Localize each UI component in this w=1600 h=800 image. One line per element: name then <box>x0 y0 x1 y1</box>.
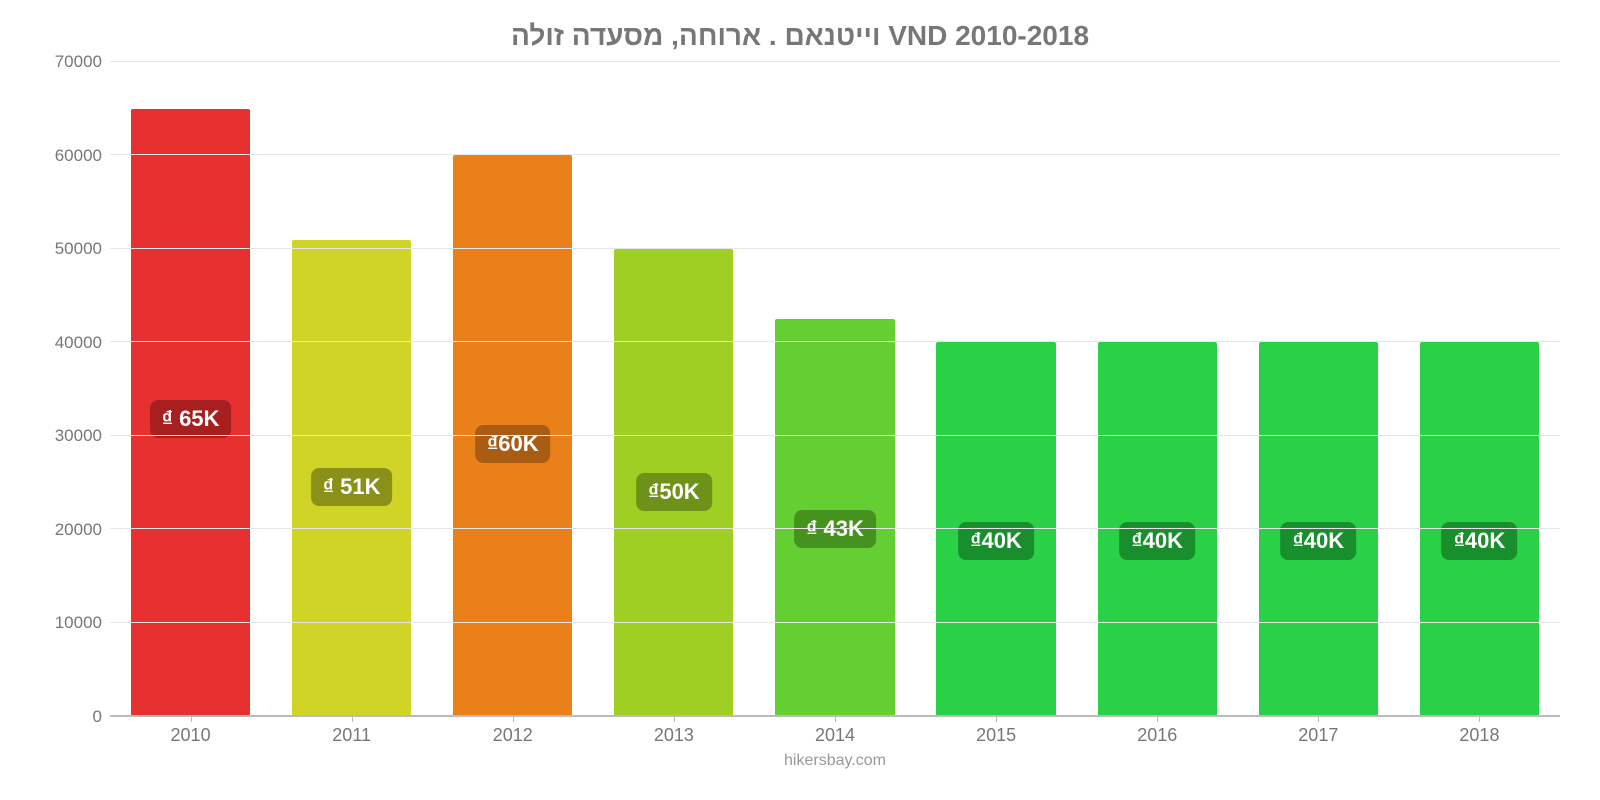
bar-slot: ₫40K <box>1077 62 1238 716</box>
bar-slot: ₫50K <box>593 62 754 716</box>
chart-title: וייטנאם . ארוחה, מסעדה זולה VND 2010-201… <box>40 20 1560 52</box>
y-tick-label: 30000 <box>55 426 102 446</box>
bar-slot: ₫40K <box>1238 62 1399 716</box>
x-tick-label: 2016 <box>1077 725 1238 746</box>
gridline <box>110 154 1560 155</box>
y-tick-label: 70000 <box>55 52 102 72</box>
y-tick-label: 10000 <box>55 613 102 633</box>
gridline <box>110 435 1560 436</box>
x-tick-label: 2011 <box>271 725 432 746</box>
bar-slot: ₫ 65K <box>110 62 271 716</box>
bar: ₫60K <box>453 155 572 716</box>
x-tick-label: 2012 <box>432 725 593 746</box>
y-tick-label: 20000 <box>55 520 102 540</box>
bar: ₫ 65K <box>131 109 250 716</box>
bars-container: ₫ 65K₫ 51K₫60K₫50K₫ 43K₫40K₫40K₫40K₫40K <box>110 62 1560 716</box>
bar-value-label: ₫50K <box>636 473 712 511</box>
y-tick-label: 60000 <box>55 146 102 166</box>
y-tick-label: 40000 <box>55 333 102 353</box>
y-axis: 010000200003000040000500006000070000 <box>40 62 110 717</box>
x-tick-mark <box>674 716 675 722</box>
x-tick-label: 2015 <box>916 725 1077 746</box>
bar: ₫ 51K <box>292 240 411 716</box>
bar-value-label: ₫60K <box>475 425 551 463</box>
x-tick-label: 2013 <box>593 725 754 746</box>
gridline <box>110 341 1560 342</box>
gridline <box>110 622 1560 623</box>
y-tick-label: 0 <box>93 707 102 727</box>
x-tick-mark <box>1479 716 1480 722</box>
bar-value-label: ₫ 65K <box>150 400 232 438</box>
x-axis: 201020112012201320142015201620172018 <box>110 725 1560 746</box>
x-tick-label: 2018 <box>1399 725 1560 746</box>
bar: ₫ 43K <box>775 319 894 716</box>
plot-area: ₫ 65K₫ 51K₫60K₫50K₫ 43K₫40K₫40K₫40K₫40K <box>110 62 1560 717</box>
x-tick-mark <box>191 716 192 722</box>
chart-area: 010000200003000040000500006000070000 ₫ 6… <box>40 62 1560 717</box>
x-tick-label: 2010 <box>110 725 271 746</box>
bar-value-label: ₫ 51K <box>311 468 393 506</box>
y-tick-label: 50000 <box>55 239 102 259</box>
bar-slot: ₫40K <box>1399 62 1560 716</box>
bar-slot: ₫40K <box>916 62 1077 716</box>
gridline <box>110 248 1560 249</box>
gridline <box>110 715 1560 716</box>
attribution: hikersbay.com <box>110 752 1560 770</box>
gridline <box>110 528 1560 529</box>
x-tick-mark <box>1318 716 1319 722</box>
x-tick-mark <box>513 716 514 722</box>
x-tick-label: 2014 <box>754 725 915 746</box>
bar-slot: ₫60K <box>432 62 593 716</box>
bar-slot: ₫ 51K <box>271 62 432 716</box>
x-tick-label: 2017 <box>1238 725 1399 746</box>
bar-slot: ₫ 43K <box>754 62 915 716</box>
x-tick-mark <box>996 716 997 722</box>
x-tick-mark <box>1157 716 1158 722</box>
x-tick-mark <box>835 716 836 722</box>
gridline <box>110 61 1560 62</box>
x-tick-mark <box>352 716 353 722</box>
bar: ₫50K <box>614 249 733 716</box>
